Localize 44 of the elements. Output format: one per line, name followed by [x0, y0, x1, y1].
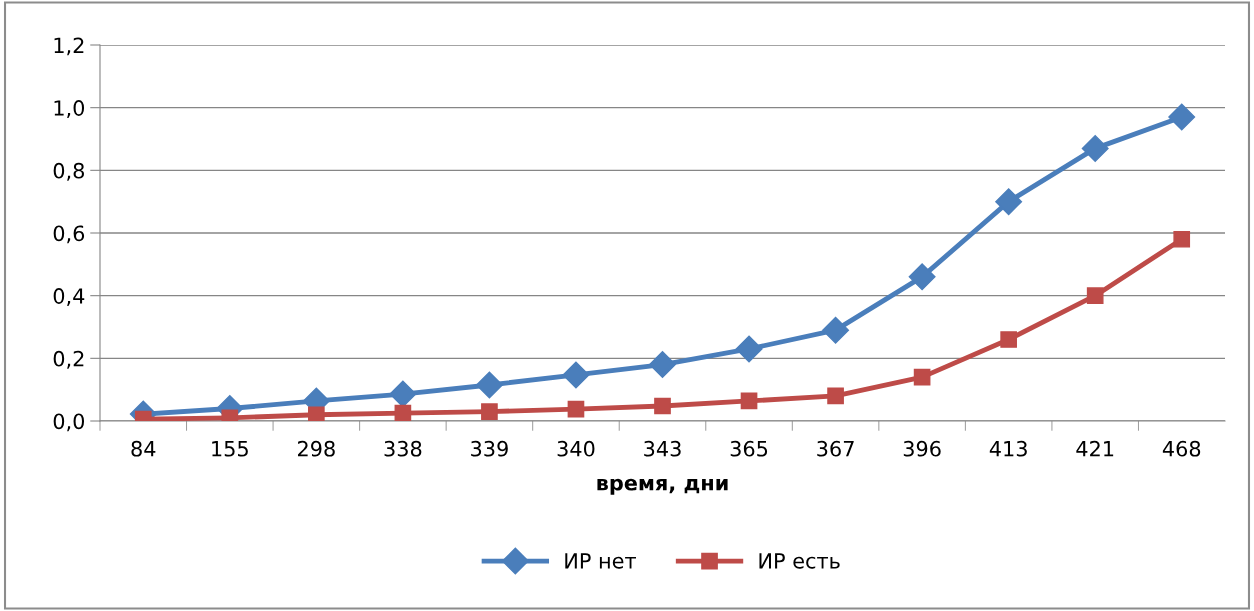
point [827, 387, 844, 405]
y-tick-label: 0,4 [53, 288, 85, 306]
x-tick-label: 155 [212, 441, 248, 457]
x-tick-label: 396 [903, 440, 941, 457]
point [1000, 331, 1017, 348]
x-tick-label: 338 [384, 440, 422, 457]
point [822, 316, 850, 344]
point [735, 335, 763, 363]
point [308, 406, 325, 421]
y-tick-label: 0,8 [53, 162, 84, 181]
y-tick-label: 0,2 [53, 350, 84, 369]
y-tick-label: 1,0 [54, 100, 85, 118]
x-tick-label: 413 [989, 440, 1027, 457]
x-axis-title: время, дни [597, 478, 728, 495]
x-tick-label: 421 [1076, 440, 1114, 457]
y-tick-label: 0,6 [53, 225, 85, 244]
point [1081, 134, 1109, 162]
legend-label: ИР есть [759, 553, 840, 569]
point [475, 371, 503, 399]
x-tick-label: 340 [557, 440, 595, 457]
x-tick-label: 298 [297, 440, 335, 457]
x-tick-label: 468 [1162, 440, 1201, 457]
point [995, 188, 1023, 216]
y-tick-label: 1,2 [54, 37, 84, 56]
point [1173, 230, 1191, 248]
x-tick-label: 339 [471, 440, 508, 457]
legend-label: ИР нет [565, 553, 636, 569]
x-tick-label: 367 [817, 440, 854, 457]
point [654, 397, 671, 415]
point [562, 361, 590, 389]
point [394, 404, 412, 421]
point [481, 403, 498, 420]
point [649, 351, 676, 379]
point [908, 263, 936, 291]
point [1086, 287, 1104, 305]
x-tick-label: 343 [644, 440, 681, 457]
x-tick-label: 84 [131, 440, 156, 457]
point [913, 368, 931, 386]
point [1168, 103, 1196, 131]
x-tick-label: 365 [730, 440, 768, 457]
point [567, 400, 585, 418]
y-tick-label: 0,0 [53, 413, 85, 432]
point [389, 380, 417, 408]
point [740, 392, 758, 410]
